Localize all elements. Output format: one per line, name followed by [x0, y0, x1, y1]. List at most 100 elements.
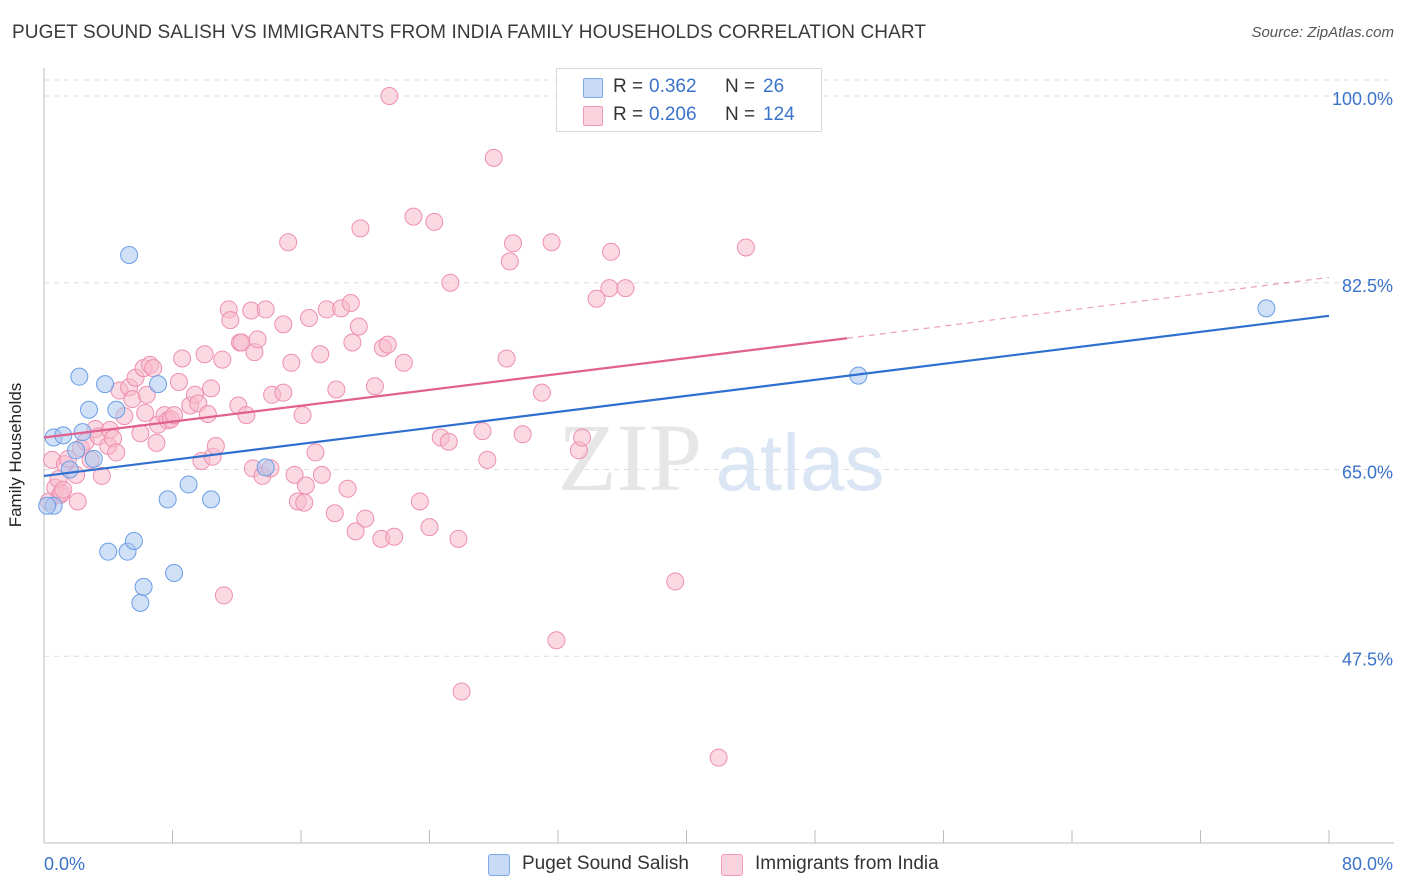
point-india — [221, 311, 240, 330]
watermark: ZIP atlas — [558, 404, 884, 511]
point-india — [343, 333, 362, 352]
point-salish — [158, 490, 177, 509]
point-salish — [134, 577, 153, 596]
point-india — [587, 289, 606, 308]
point-india — [285, 465, 304, 484]
point-india — [147, 433, 166, 452]
point-india — [202, 379, 221, 398]
legend-swatch-india — [583, 106, 603, 126]
point-india — [500, 252, 519, 271]
point-india — [274, 315, 293, 334]
point-india — [573, 428, 592, 447]
point-india — [385, 527, 404, 546]
point-salish — [149, 375, 168, 394]
trend-lines — [43, 276, 1330, 477]
point-india — [54, 480, 73, 499]
x-tick-label-max: 80.0% — [1342, 854, 1393, 874]
correlation-legend: R = 0.362 N = 26 R = 0.206 N = 124 — [556, 68, 822, 132]
point-india — [449, 529, 468, 548]
point-india — [356, 509, 375, 528]
point-india — [107, 443, 126, 462]
point-salish — [131, 593, 150, 612]
point-salish — [120, 246, 139, 265]
point-india — [504, 234, 523, 253]
point-india — [404, 207, 423, 226]
tick-labels: 47.5% 65.0% 82.5% 100.0% 0.0% 80.0% — [44, 89, 1393, 874]
point-india — [378, 335, 397, 354]
point-india — [144, 359, 163, 378]
point-india — [296, 476, 315, 495]
point-india — [709, 748, 728, 767]
point-india — [394, 353, 413, 372]
watermark-atlas: atlas — [716, 418, 885, 507]
point-india — [532, 383, 551, 402]
point-india — [68, 492, 87, 511]
y-axis-label: Family Households — [6, 382, 25, 528]
axes — [43, 68, 1394, 844]
point-salish — [256, 458, 275, 477]
point-india — [300, 308, 319, 327]
legend-r-label: R = — [613, 76, 644, 97]
point-india — [311, 345, 330, 364]
point-india — [365, 377, 384, 396]
point-india — [338, 479, 357, 498]
point-salish — [179, 475, 198, 494]
point-india — [736, 238, 755, 257]
point-india — [420, 518, 439, 537]
point-india — [195, 345, 214, 364]
point-india — [165, 406, 184, 425]
point-india — [616, 279, 635, 298]
y-tick-label: 47.5% — [1342, 649, 1393, 669]
legend-row-salish: R = 0.362 N = 26 — [557, 73, 821, 101]
point-india — [137, 385, 156, 404]
point-salish — [84, 449, 103, 468]
legend-n-label: N = — [725, 104, 756, 125]
point-salish — [99, 542, 118, 561]
point-india — [600, 279, 619, 298]
x-tick-label-min: 0.0% — [44, 854, 85, 874]
data-points — [38, 87, 1276, 767]
y-tick-label: 100.0% — [1332, 89, 1393, 109]
legend-swatch-india — [721, 854, 743, 876]
point-salish — [202, 490, 221, 509]
point-salish — [60, 460, 79, 479]
legend-label-salish: Puget Sound Salish — [522, 853, 689, 874]
trend-line-india-extension — [847, 276, 1330, 339]
point-india — [439, 432, 458, 451]
chart-title: PUGET SOUND SALISH VS IMMIGRANTS FROM IN… — [12, 22, 927, 43]
point-india — [425, 212, 444, 231]
point-india — [349, 317, 368, 336]
point-india — [380, 87, 399, 106]
trend-line-india — [43, 337, 848, 439]
point-india — [169, 372, 188, 391]
point-india — [282, 353, 301, 372]
legend-r-label: R = — [613, 104, 644, 125]
point-salish — [79, 400, 98, 419]
y-tick-label: 65.0% — [1342, 463, 1393, 483]
legend-r-value: 0.206 — [649, 104, 697, 125]
legend-swatch-salish — [583, 78, 603, 98]
legend-swatch-salish — [488, 854, 510, 876]
point-india — [214, 586, 233, 605]
point-india — [325, 504, 344, 523]
point-india — [237, 406, 256, 425]
point-india — [206, 437, 225, 456]
legend-r-value: 0.362 — [649, 76, 697, 97]
point-india — [295, 493, 314, 512]
gridlines — [44, 79, 1394, 657]
point-india — [248, 330, 267, 349]
point-india — [327, 380, 346, 399]
point-india — [602, 242, 621, 261]
point-india — [666, 572, 685, 591]
point-india — [293, 406, 312, 425]
point-india — [279, 233, 298, 252]
y-tick-label: 82.5% — [1342, 276, 1393, 296]
point-india — [213, 350, 232, 369]
point-india — [441, 273, 460, 292]
point-india — [198, 405, 217, 424]
point-salish — [124, 532, 143, 551]
point-india — [92, 466, 111, 485]
series-legend: Puget Sound Salish Immigrants from India — [0, 852, 1406, 878]
point-salish — [38, 496, 57, 515]
